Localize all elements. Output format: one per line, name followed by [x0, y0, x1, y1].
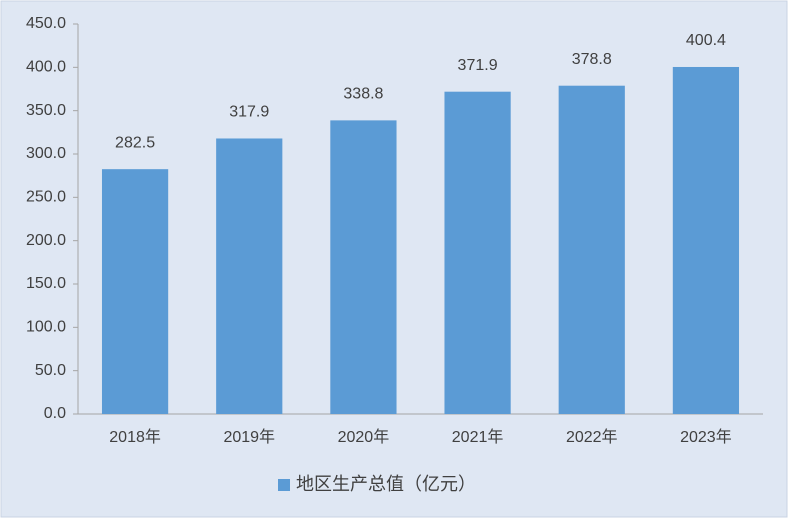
- y-tick-label: 150.0: [26, 275, 66, 292]
- y-tick-label: 250.0: [26, 189, 66, 206]
- x-tick-label: 2020年: [338, 428, 390, 446]
- x-tick-label: 2018年: [109, 428, 161, 446]
- y-tick-label: 50.0: [35, 362, 66, 379]
- bar: [558, 85, 625, 414]
- bar: [216, 138, 283, 414]
- data-label: 378.8: [572, 51, 612, 68]
- bar: [101, 169, 169, 414]
- y-tick-label: 200.0: [26, 232, 66, 249]
- legend-label: 地区生产总值（亿元）: [296, 474, 476, 494]
- y-tick-label: 450.0: [26, 15, 66, 32]
- y-tick-label: 0.0: [44, 405, 66, 422]
- bar: [672, 66, 740, 414]
- data-label: 282.5: [115, 134, 155, 151]
- bar: [444, 91, 511, 414]
- x-tick-label: 2019年: [223, 428, 275, 446]
- y-tick-label: 350.0: [26, 102, 66, 119]
- data-label: 371.9: [458, 57, 498, 74]
- data-label: 317.9: [229, 104, 269, 121]
- data-label: 400.4: [686, 32, 726, 49]
- legend-marker: [278, 479, 290, 491]
- y-tick-label: 100.0: [26, 319, 66, 336]
- x-tick-label: 2021年: [452, 428, 504, 446]
- y-tick-label: 300.0: [26, 145, 66, 162]
- bar: [330, 120, 397, 414]
- y-tick-label: 400.0: [26, 59, 66, 76]
- x-tick-label: 2022年: [566, 428, 618, 446]
- data-label: 338.8: [343, 86, 383, 103]
- x-tick-label: 2023年: [680, 428, 732, 446]
